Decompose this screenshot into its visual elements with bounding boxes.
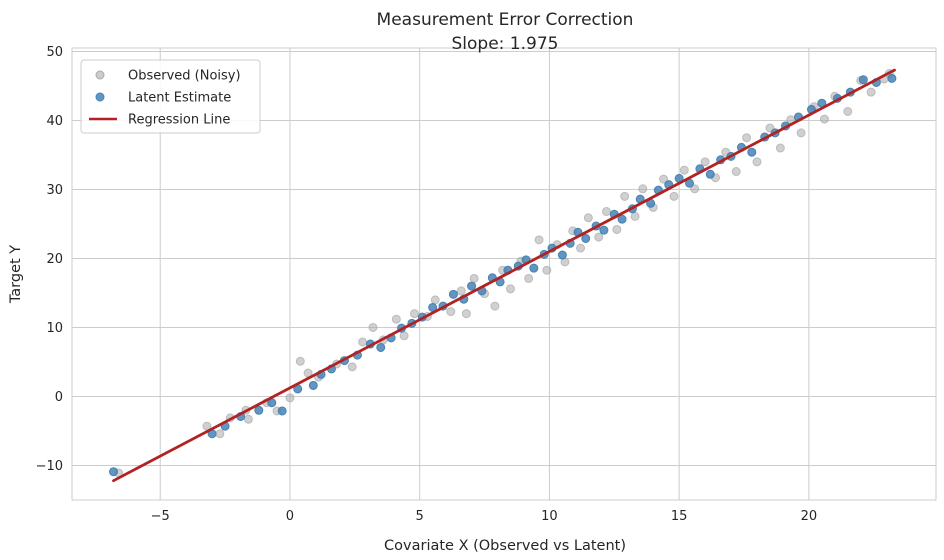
- observed-point: [215, 429, 225, 439]
- observed-point: [347, 362, 357, 372]
- y-tick-labels: −10 0 10 20 30 40 50: [36, 45, 63, 474]
- y-tick-label: −10: [36, 459, 63, 474]
- observed-point: [819, 114, 829, 124]
- observed-point: [469, 273, 479, 283]
- observed-point: [524, 273, 534, 283]
- observed-point: [669, 191, 679, 201]
- observed-point: [630, 211, 640, 221]
- observed-point: [700, 157, 710, 167]
- observed-point: [690, 184, 700, 194]
- y-tick-label: 40: [46, 114, 63, 129]
- legend: Observed (Noisy) Latent Estimate Regress…: [80, 59, 261, 134]
- chart-title: Measurement Error Correction: [377, 10, 634, 30]
- observed-point: [409, 309, 419, 319]
- latent-point: [557, 250, 567, 260]
- observed-point: [601, 207, 611, 217]
- observed-point: [796, 128, 806, 138]
- plot-frame: [71, 47, 937, 501]
- regression-line: [112, 68, 896, 483]
- latent-series: [109, 73, 897, 477]
- x-tick-label: 5: [416, 509, 424, 524]
- observed-point: [358, 337, 368, 347]
- latent-point: [858, 75, 868, 85]
- observed-point: [505, 284, 515, 294]
- observed-point: [752, 157, 762, 167]
- observed-point: [731, 167, 741, 177]
- observed-point: [679, 165, 689, 175]
- legend-latent-marker: [95, 92, 105, 102]
- observed-point: [542, 265, 552, 275]
- y-tick-label: 30: [46, 183, 63, 198]
- latent-point: [109, 467, 119, 477]
- regression-series: [112, 68, 896, 483]
- observed-point: [534, 235, 544, 245]
- latent-point: [581, 233, 591, 243]
- latent-point: [308, 380, 318, 390]
- latent-point: [529, 263, 539, 273]
- observed-point: [612, 224, 622, 234]
- observed-point: [446, 307, 456, 317]
- x-tick-label: 20: [801, 509, 818, 524]
- observed-point: [391, 314, 401, 324]
- latent-point: [887, 73, 897, 83]
- y-tick-label: 20: [46, 252, 63, 267]
- latent-point: [277, 406, 287, 416]
- latent-point: [705, 169, 715, 179]
- x-tick-label: 10: [541, 509, 558, 524]
- observed-point: [295, 356, 305, 366]
- x-tick-labels: −5 0 5 10 15 20: [151, 509, 818, 524]
- observed-point: [576, 243, 586, 253]
- observed-point: [620, 191, 630, 201]
- observed-point: [285, 393, 295, 403]
- latent-point: [448, 289, 458, 299]
- latent-point: [599, 225, 609, 235]
- legend-box: [80, 59, 261, 134]
- observed-point: [843, 106, 853, 116]
- observed-point: [866, 87, 876, 97]
- x-axis-label: Covariate X (Observed vs Latent): [384, 538, 626, 554]
- observed-point: [583, 213, 593, 223]
- observed-point: [594, 232, 604, 242]
- observed-point: [742, 133, 752, 143]
- observed-point: [456, 286, 466, 296]
- latent-point: [376, 342, 386, 352]
- observed-point: [368, 322, 378, 332]
- legend-observed-label: Observed (Noisy): [128, 69, 241, 84]
- y-axis-label: Target Y: [8, 245, 24, 304]
- legend-observed-marker: [95, 70, 105, 80]
- observed-point: [399, 331, 409, 341]
- y-tick-label: 10: [46, 321, 63, 336]
- observed-point: [430, 295, 440, 305]
- legend-latent-label: Latent Estimate: [128, 91, 231, 106]
- x-tick-label: 15: [671, 509, 688, 524]
- x-tick-label: 0: [286, 509, 294, 524]
- observed-point: [659, 174, 669, 184]
- observed-point: [638, 184, 648, 194]
- observed-point: [490, 301, 500, 311]
- legend-regression-label: Regression Line: [128, 113, 230, 128]
- y-tick-label: 0: [55, 390, 63, 405]
- x-tick-label: −5: [151, 509, 170, 524]
- observed-point: [775, 143, 785, 153]
- observed-point: [243, 414, 253, 424]
- latent-point: [467, 281, 477, 291]
- latent-point: [617, 214, 627, 224]
- y-tick-label: 50: [46, 45, 63, 60]
- latent-point: [747, 147, 757, 157]
- observed-point: [461, 309, 471, 319]
- chart-subtitle: Slope: 1.975: [452, 34, 559, 54]
- latent-point: [254, 405, 264, 415]
